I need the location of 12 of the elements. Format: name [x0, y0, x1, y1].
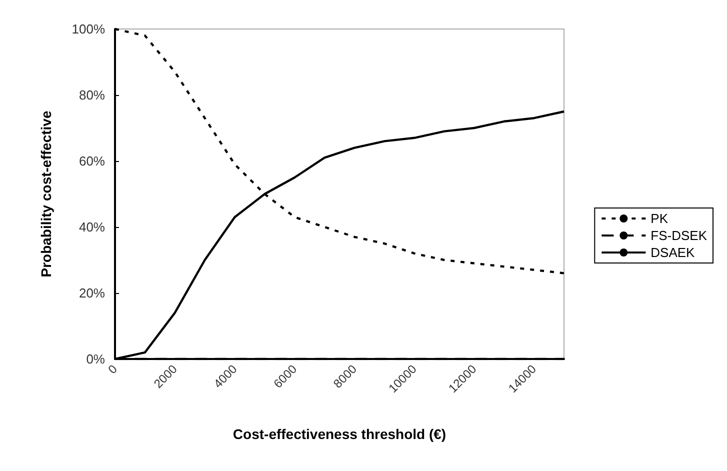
y-tick-label: 20%	[78, 286, 106, 300]
y-tick-label: 40%	[78, 220, 106, 234]
y-axis-title: Probability cost-effective	[38, 110, 54, 278]
y-tick-label: 100%	[72, 22, 106, 36]
x-tick-label: 0	[105, 362, 120, 377]
y-tick-label: 0%	[86, 352, 106, 366]
legend-label: DSAEK	[650, 245, 696, 260]
legend-label: FS-DSEK	[650, 228, 708, 243]
y-tick-label: 80%	[78, 88, 106, 102]
x-axis-title: Cost-effectiveness threshold (€)	[232, 426, 446, 442]
legend-label: PK	[650, 211, 668, 226]
y-tick-label: 60%	[78, 154, 106, 168]
